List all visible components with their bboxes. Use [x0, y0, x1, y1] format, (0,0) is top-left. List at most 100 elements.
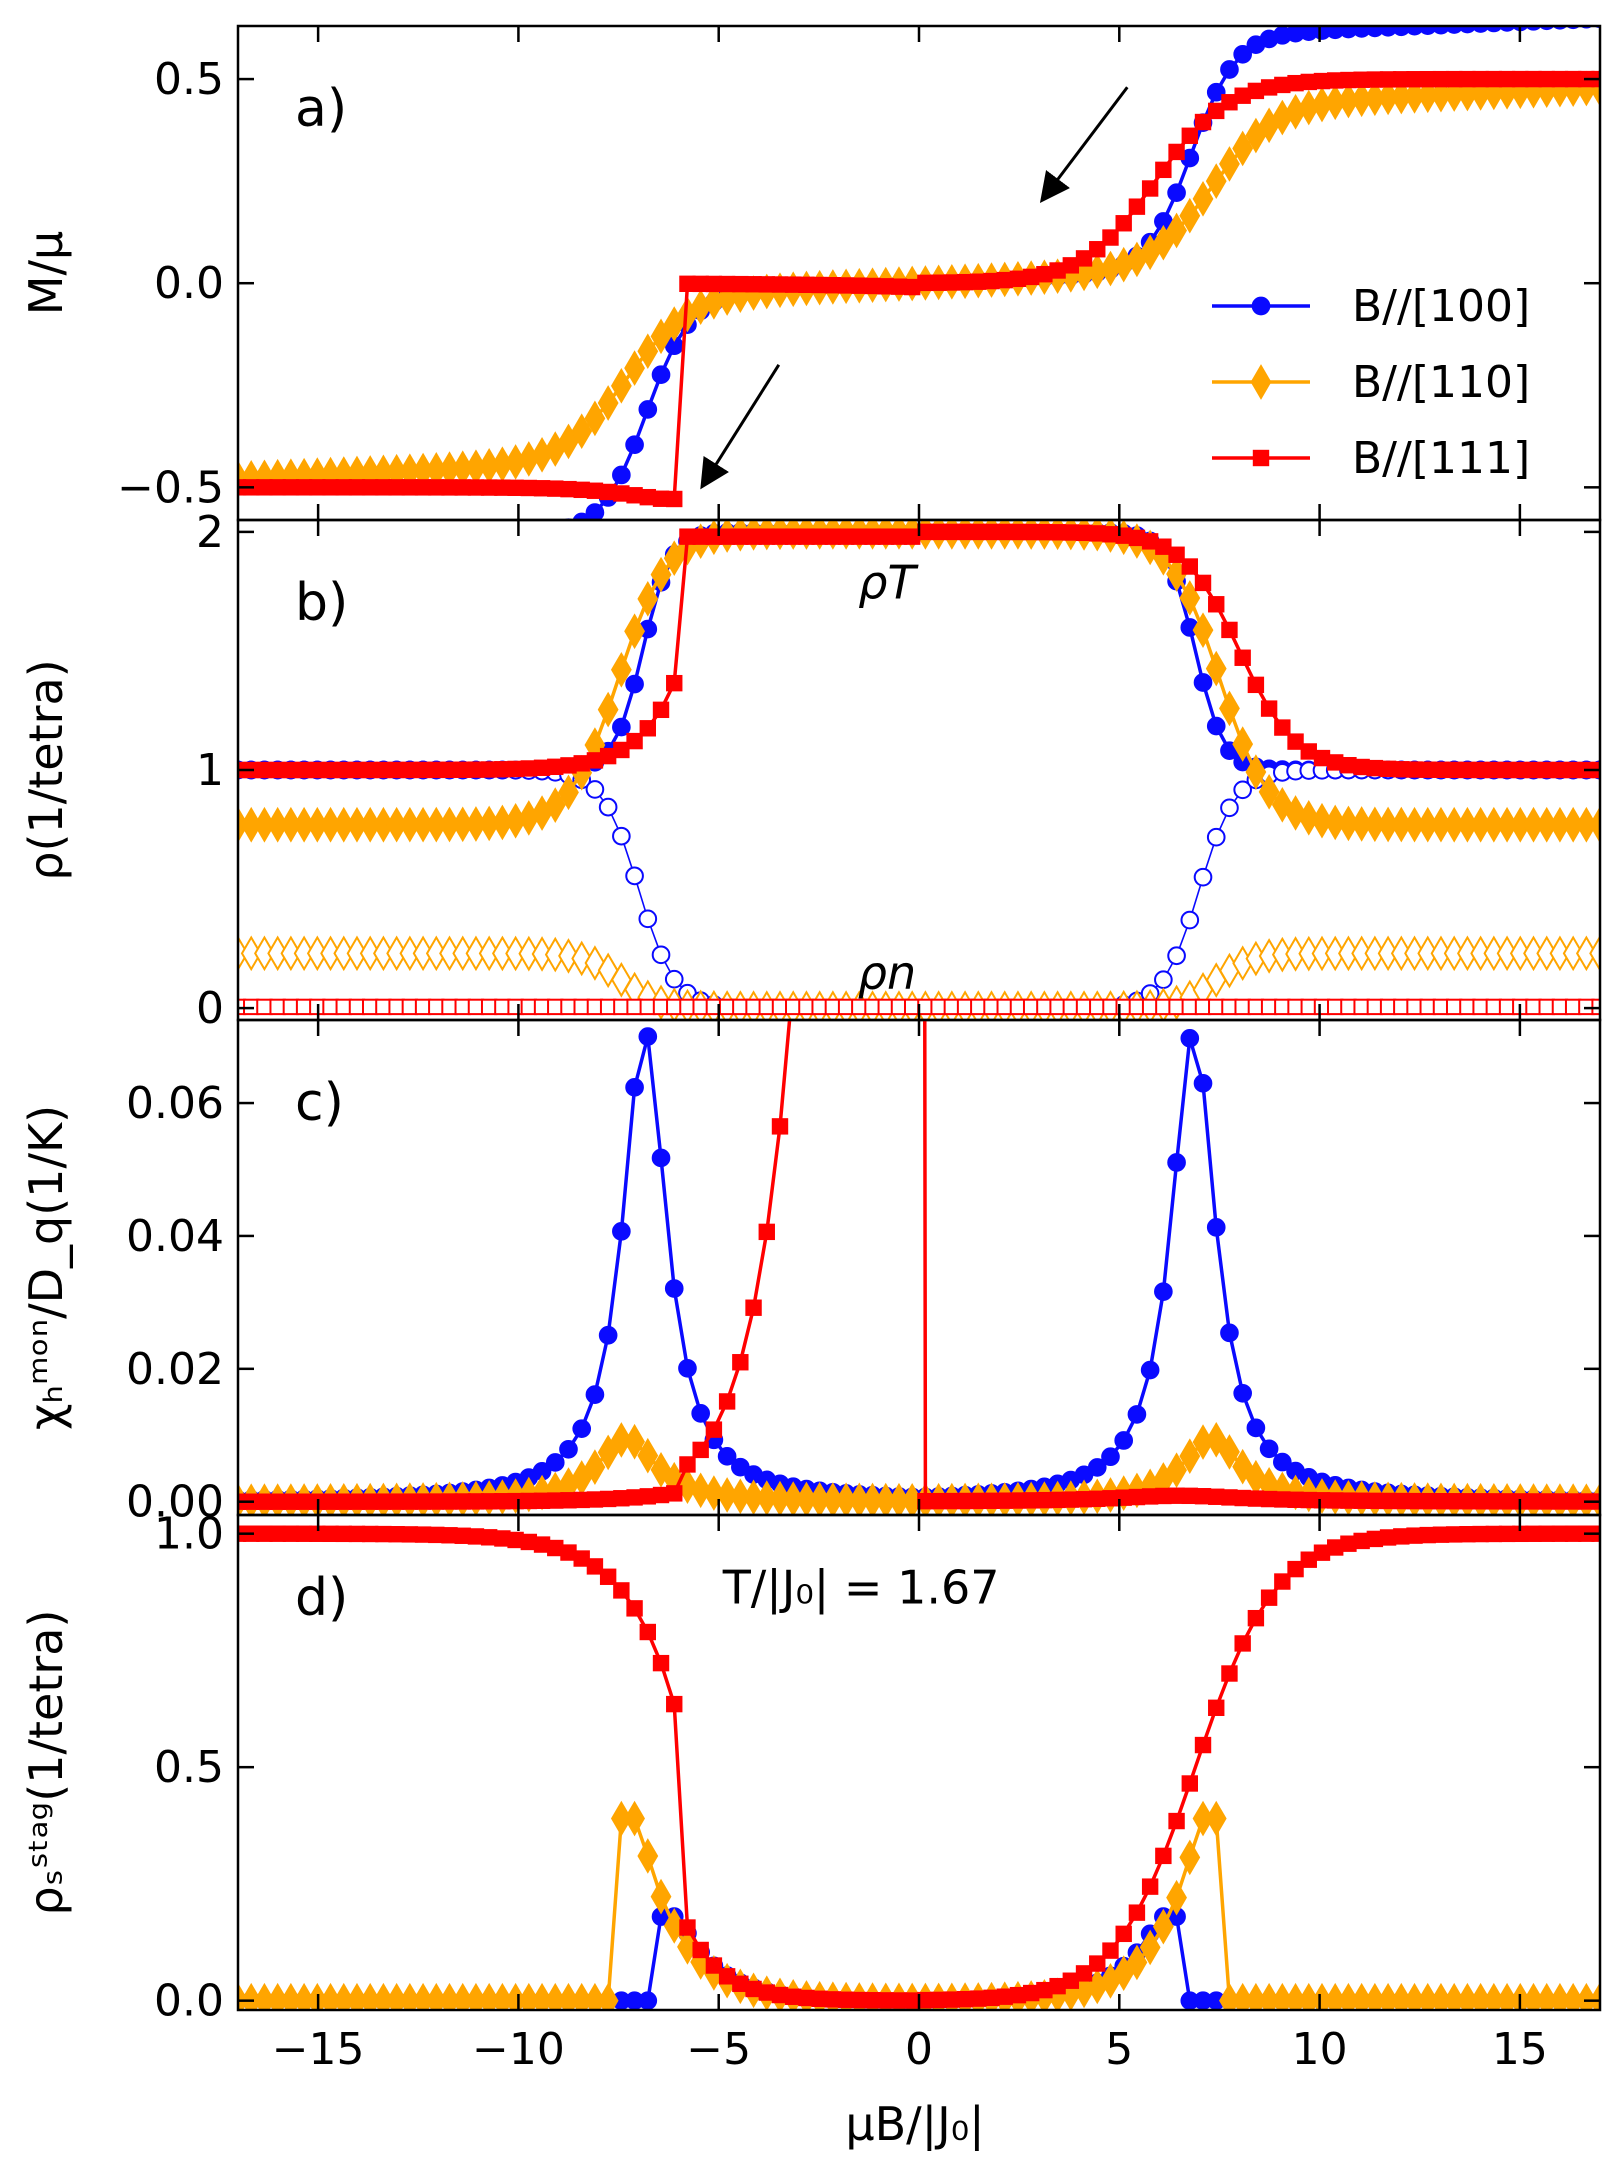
point-a-0-8 — [335, 535, 352, 552]
series-c-2 — [238, 89, 1600, 1510]
point-c-0-33 — [664, 1279, 684, 1298]
point-b-1-32 — [651, 945, 671, 965]
series-b-2 — [238, 520, 1600, 843]
point-d-2-73 — [1194, 1736, 1212, 1754]
point-d-1-71 — [1166, 1879, 1187, 1916]
point-c-1-31 — [637, 1437, 659, 1474]
point-a-0-27 — [585, 503, 605, 520]
panel-d: −15 −10 −5 0 5 10 15 0.0 0.5 1.0 ρₛˢᵗᵃᵍ(1/tetra) d)… — [19, 1509, 1602, 2075]
point-a-0-22 — [521, 526, 538, 543]
legend-marker-1 — [1250, 364, 1272, 400]
point-b-2-76 — [1232, 726, 1254, 762]
point-a-0-26 — [572, 512, 591, 520]
arrow-lower — [700, 364, 781, 490]
point-c-1-71 — [1166, 1452, 1187, 1488]
point-d-1-74 — [1205, 1800, 1227, 1837]
point-b-2-80 — [1285, 795, 1306, 831]
point-d-2-80 — [1287, 1560, 1304, 1578]
series-b-1 — [238, 760, 1600, 1018]
point-c-2-45 — [826, 89, 840, 103]
point-b-4-32 — [652, 701, 670, 719]
legend-marker-0 — [1251, 296, 1271, 316]
point-b-1-71 — [1167, 946, 1186, 966]
x-tick-label: −15 — [272, 2024, 365, 2075]
line-b-0 — [238, 530, 1600, 772]
point-b-2-32 — [650, 556, 672, 593]
series-d-2 — [238, 1525, 1600, 2009]
point-b-4-80 — [1287, 733, 1304, 750]
point-b-3-25 — [558, 938, 579, 974]
series-a-2 — [238, 70, 1600, 508]
point-a-1-70 — [1152, 224, 1174, 261]
point-b-2-30 — [624, 613, 645, 650]
point-a-1-75 — [1219, 146, 1240, 182]
point-c-1-27 — [584, 1449, 606, 1485]
point-c-2-33 — [666, 1485, 683, 1502]
point-b-1-70 — [1154, 970, 1173, 990]
point-a-0-7 — [322, 536, 339, 553]
point-b-4-74 — [1208, 596, 1225, 613]
point-b-2-25 — [558, 774, 579, 811]
point-a-2-66 — [1102, 229, 1119, 246]
point-a-0-5 — [296, 537, 313, 554]
point-b-4-73 — [1194, 574, 1212, 592]
point-b-2-83 — [1324, 804, 1346, 841]
point-a-1-76 — [1232, 130, 1254, 167]
point-a-0-31 — [638, 400, 658, 419]
point-c-0-27 — [585, 1385, 605, 1404]
point-b-4-72 — [1181, 558, 1198, 575]
point-b-2-73 — [1192, 612, 1214, 648]
point-b-3-28 — [597, 952, 619, 989]
point-b-4-77 — [1247, 676, 1265, 694]
y-tick-label: 0.5 — [154, 1742, 224, 1793]
point-b-4-31 — [639, 720, 657, 737]
point-b-1-31 — [638, 909, 658, 929]
point-d-1-30 — [624, 1800, 645, 1837]
point-a-1-74 — [1205, 163, 1227, 199]
point-b-4-29 — [613, 741, 630, 759]
point-a-0-25 — [563, 518, 574, 520]
point-b-2-72 — [1179, 580, 1201, 616]
point-d-2-77 — [1247, 1609, 1265, 1627]
point-b-1-27 — [585, 780, 605, 799]
point-c-1-38 — [729, 1478, 751, 1515]
point-a-0-15 — [428, 531, 445, 548]
point-a-0-19 — [481, 529, 498, 546]
point-c-0-74 — [1206, 1218, 1226, 1237]
point-b-2-28 — [597, 691, 619, 728]
panel-label: b) — [295, 573, 348, 633]
point-c-1-28 — [597, 1434, 619, 1471]
point-a-0-74 — [1206, 82, 1226, 102]
point-c-0-34 — [678, 1358, 697, 1378]
point-b-3-23 — [531, 936, 553, 972]
legend-marker-2 — [1252, 449, 1270, 467]
point-a-2-70 — [1155, 161, 1172, 179]
point-d-2-34 — [679, 1919, 696, 1936]
point-c-2-42 — [786, 972, 800, 986]
point-a-0-90 — [1418, 26, 1438, 35]
point-c-2-37 — [718, 1393, 736, 1410]
panel-label: c) — [295, 1073, 344, 1133]
point-d-1-68 — [1126, 1944, 1148, 1981]
point-a-0-14 — [415, 532, 432, 549]
point-b-2-29 — [610, 651, 632, 688]
point-d-2-29 — [613, 1582, 630, 1599]
panel-label: d) — [295, 1568, 348, 1628]
point-c-0-67 — [1114, 1431, 1134, 1450]
point-c-0-73 — [1193, 1074, 1213, 1093]
point-a-0-20 — [494, 528, 511, 545]
point-a-1-71 — [1166, 212, 1187, 249]
point-d-2-27 — [586, 1558, 604, 1575]
point-b-1-76 — [1233, 780, 1252, 800]
point-d-2-33 — [666, 1695, 683, 1713]
point-a-1-29 — [610, 367, 632, 404]
point-d-2-31 — [639, 1623, 657, 1641]
point-a-0-96 — [1498, 26, 1516, 32]
point-a-0-71 — [1167, 183, 1186, 203]
point-a-2-71 — [1168, 143, 1185, 161]
point-d-2-67 — [1115, 1925, 1132, 1943]
point-b-0-30 — [625, 674, 644, 694]
point-a-0-16 — [441, 531, 458, 548]
point-a-0-3 — [269, 538, 286, 555]
point-b-2-84 — [1338, 805, 1359, 842]
